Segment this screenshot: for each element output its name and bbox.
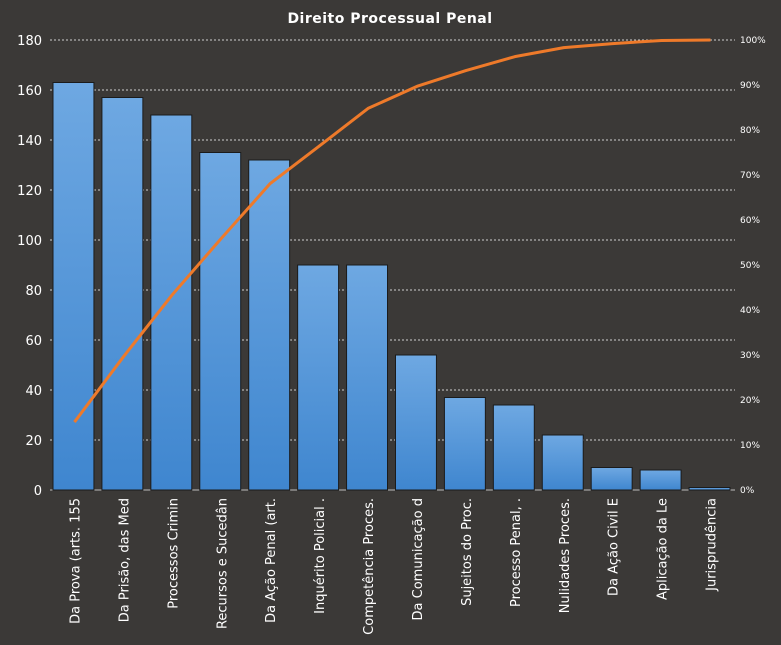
bar	[590, 467, 633, 491]
x-tick-label: Recursos e Sucedân	[215, 498, 230, 629]
y2-tick-label: 30%	[740, 351, 760, 361]
y-tick-label: 0	[34, 484, 42, 499]
y2-tick-label: 20%	[740, 396, 760, 406]
bar	[443, 397, 486, 491]
bar	[346, 264, 389, 491]
y2-tick-label: 100%	[740, 36, 766, 46]
x-tick-label: Da Comunicação d	[411, 498, 426, 620]
x-axis: Da Prova (arts. 155 Da Prisão, das Med Pro…	[68, 498, 719, 635]
x-tick-label: Competência Proces.	[362, 498, 377, 635]
x-tick-label: Nulidades Proces.	[558, 498, 573, 613]
x-tick-label: Processo Penal, .	[509, 498, 524, 607]
cumulative-percent-line	[73, 38, 711, 423]
y-tick-label: 20	[25, 434, 42, 449]
y2-tick-label: 0%	[740, 486, 755, 496]
bar	[199, 152, 242, 491]
x-tick-label: Da Prova (arts. 155	[68, 498, 83, 624]
y-tick-label: 80	[25, 284, 42, 299]
y-tick-label: 100	[17, 234, 42, 249]
bar	[52, 82, 95, 491]
x-tick-label: Da Ação Penal (art.	[264, 498, 279, 623]
bar	[395, 354, 437, 491]
x-tick-label: Jurisprudência	[705, 498, 720, 592]
y2-tick-label: 90%	[740, 81, 760, 91]
y-tick-label: 40	[25, 384, 42, 399]
bar	[101, 97, 144, 491]
chart-title: Direito Processual Penal	[287, 11, 492, 27]
bar	[150, 114, 193, 491]
y-tick-label: 160	[17, 84, 42, 99]
bar	[492, 404, 535, 491]
y-tick-label: 60	[25, 334, 42, 349]
x-tick-label: Processos Crimin	[166, 498, 181, 609]
bar	[297, 264, 340, 491]
y2-tick-label: 80%	[740, 126, 760, 136]
bar	[248, 159, 291, 491]
bar	[541, 434, 584, 491]
y2-tick-label: 50%	[740, 261, 760, 271]
y-axis: 0 20 40 60 80 100 120 140 160 180	[17, 34, 42, 499]
x-tick-label: Aplicação da Le	[656, 498, 671, 600]
cumulative-line	[73, 38, 711, 423]
bar	[639, 469, 682, 491]
y-tick-label: 180	[17, 34, 42, 49]
y2-tick-label: 40%	[740, 306, 760, 316]
y-tick-label: 140	[17, 134, 42, 149]
x-tick-label: Sujeitos do Proc.	[460, 498, 475, 606]
y2-tick-label: 70%	[740, 171, 760, 181]
x-tick-label: Da Prisão, das Med	[117, 498, 132, 622]
y2-tick-label: 10%	[740, 441, 760, 451]
y-tick-label: 120	[17, 184, 42, 199]
bars	[52, 82, 731, 491]
x-tick-label: Inquérito Policial .	[313, 498, 328, 614]
y2-tick-label: 60%	[740, 216, 760, 226]
y2-axis: 0% 10% 20% 30% 40% 50% 60% 70% 80% 90% 100%	[740, 36, 766, 496]
x-tick-label: Da Ação Civil E	[607, 498, 622, 596]
bar	[688, 487, 731, 491]
